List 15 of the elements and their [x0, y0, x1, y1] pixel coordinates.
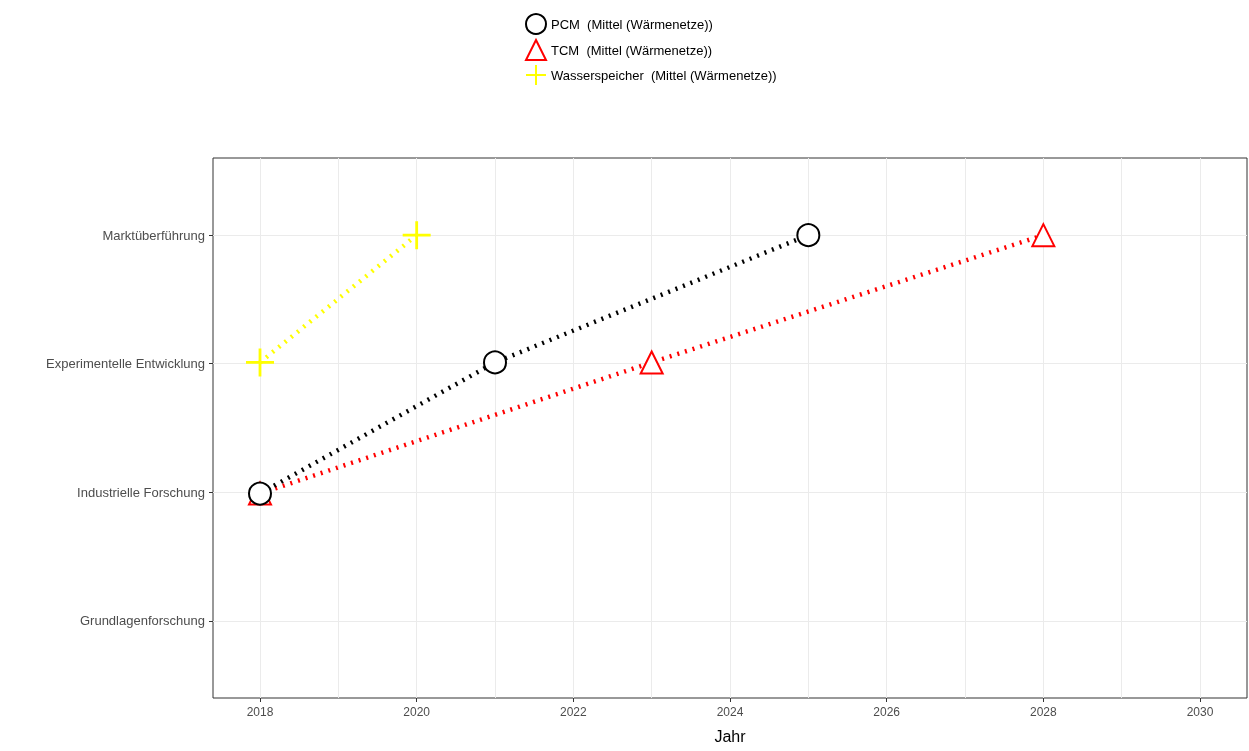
x-tick-label: 2018: [246, 705, 274, 719]
x-tick-label: 2030: [1186, 705, 1214, 719]
x-axis-title: Jahr: [714, 727, 747, 745]
x-tick-label: 2020: [403, 705, 431, 719]
x-tick-label: 2024: [716, 705, 744, 719]
category-label: Marktüberführung: [102, 227, 205, 243]
legend-label: PCM (Mittel (Wärmenetze)): [551, 16, 713, 32]
category-label: Experimentelle Entwicklung: [46, 356, 205, 372]
category-label: Industrielle Forschung: [77, 484, 205, 500]
legend-label: Wasserspeicher (Mittel (Wärmenetze)): [551, 67, 777, 83]
x-tick-label: 2026: [873, 705, 901, 719]
x-tick-label: 2022: [559, 705, 587, 719]
legend-label: TCM (Mittel (Wärmenetze)): [551, 42, 713, 58]
category-label: Grundlagenforschung: [79, 613, 205, 629]
x-tick-label: 2028: [1029, 705, 1057, 719]
